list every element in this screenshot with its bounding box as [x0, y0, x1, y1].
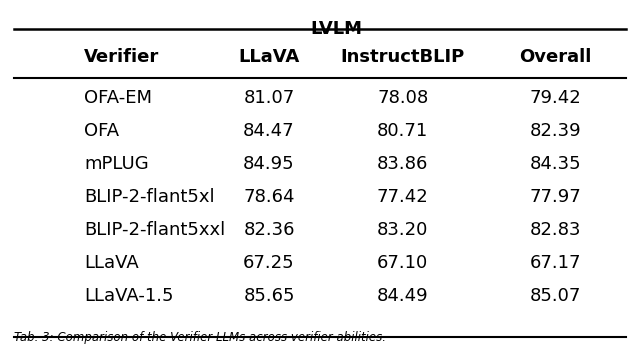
- Text: 85.07: 85.07: [530, 287, 582, 305]
- Text: 78.08: 78.08: [377, 89, 428, 107]
- Text: 79.42: 79.42: [530, 89, 582, 107]
- Text: BLIP-2-flant5xxl: BLIP-2-flant5xxl: [84, 221, 225, 239]
- Text: LLaVA-1.5: LLaVA-1.5: [84, 287, 173, 305]
- Text: 83.20: 83.20: [377, 221, 429, 239]
- Text: 81.07: 81.07: [243, 89, 294, 107]
- Text: 83.86: 83.86: [377, 155, 429, 173]
- Text: Verifier: Verifier: [84, 48, 159, 66]
- Text: InstructBLIP: InstructBLIP: [340, 48, 465, 66]
- Text: 77.42: 77.42: [377, 188, 429, 206]
- Text: BLIP-2-flant5xl: BLIP-2-flant5xl: [84, 188, 215, 206]
- Text: 82.83: 82.83: [530, 221, 582, 239]
- Text: 67.10: 67.10: [377, 254, 428, 272]
- Text: OFA: OFA: [84, 122, 119, 140]
- Text: 77.97: 77.97: [530, 188, 582, 206]
- Text: 84.95: 84.95: [243, 155, 295, 173]
- Text: Tab. 3: Comparison of the Verifier LLMs across verifier abilities.: Tab. 3: Comparison of the Verifier LLMs …: [14, 331, 386, 344]
- Text: mPLUG: mPLUG: [84, 155, 149, 173]
- Text: Overall: Overall: [520, 48, 592, 66]
- Text: 84.49: 84.49: [377, 287, 429, 305]
- Text: LLaVA: LLaVA: [84, 254, 139, 272]
- Text: 80.71: 80.71: [377, 122, 428, 140]
- Text: 82.36: 82.36: [243, 221, 295, 239]
- Text: OFA-EM: OFA-EM: [84, 89, 152, 107]
- Text: 85.65: 85.65: [243, 287, 295, 305]
- Text: 84.47: 84.47: [243, 122, 295, 140]
- Text: 67.17: 67.17: [530, 254, 582, 272]
- Text: LVLM: LVLM: [310, 20, 362, 38]
- Text: 84.35: 84.35: [530, 155, 582, 173]
- Text: 67.25: 67.25: [243, 254, 295, 272]
- Text: 82.39: 82.39: [530, 122, 582, 140]
- Text: 78.64: 78.64: [243, 188, 295, 206]
- Text: LLaVA: LLaVA: [238, 48, 300, 66]
